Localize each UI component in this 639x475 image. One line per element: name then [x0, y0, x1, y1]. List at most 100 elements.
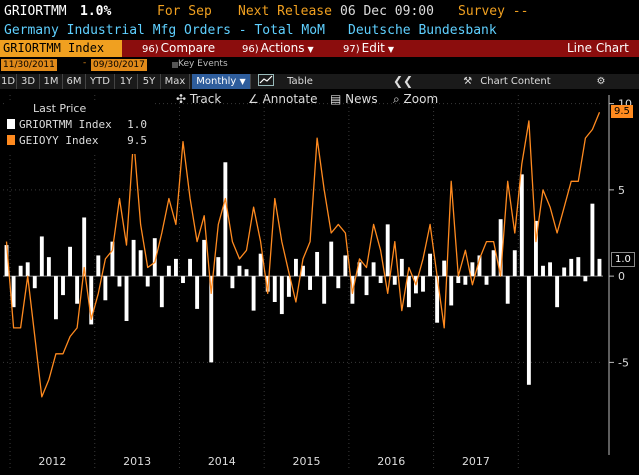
chart-content-button[interactable]: ⚒ Chart Content: [452, 74, 562, 89]
range-toolbar: 1D 3D 1M 6M YTD 1Y 5Y Max Monthly ▼ Tabl…: [0, 74, 639, 89]
y-tick-label: 0: [618, 270, 625, 283]
next-release-label: Next Release: [238, 4, 332, 19]
range-max-button[interactable]: Max: [161, 74, 190, 89]
chart-legend: Last Price GRIORTMM Index 1.0 GEIOYY Ind…: [5, 102, 155, 154]
bar: [124, 276, 129, 321]
legend-item-griortmm[interactable]: GRIORTMM Index 1.0: [7, 118, 153, 131]
collapse-left-icon[interactable]: ❮❮: [392, 74, 414, 88]
chart-content-label: Chart Content: [480, 76, 551, 87]
bar: [463, 276, 468, 285]
table-button[interactable]: Table: [287, 76, 313, 87]
security-description: Germany Industrial Mfg Orders - Total Mo…: [4, 23, 325, 38]
ticker-label[interactable]: GRIORTMM: [4, 4, 67, 19]
legend-series-name: GRIORTMM Index: [19, 118, 112, 131]
last-value: 1.0%: [80, 4, 112, 19]
bar: [4, 245, 9, 277]
chevron-down-icon: ▼: [387, 45, 395, 54]
range-1y-button[interactable]: 1Y: [115, 74, 138, 89]
bar: [498, 219, 503, 277]
bar: [456, 276, 461, 284]
compare-menu[interactable]: 96) Compare: [142, 40, 215, 58]
bar: [364, 276, 369, 296]
date-range-row: 11/30/2011 - 09/30/2017 Key Events: [0, 58, 639, 72]
next-release-time: 06 Dec 09:00: [340, 4, 434, 19]
bar: [399, 258, 404, 277]
bar: [209, 276, 214, 363]
bar-last-value-badge: 1.0: [611, 251, 635, 267]
bar: [548, 262, 552, 277]
track-button[interactable]: ✣ Track: [176, 92, 221, 106]
bar: [576, 257, 581, 277]
line-chart-icon[interactable]: [252, 74, 280, 89]
bar: [505, 276, 510, 304]
range-3d-button[interactable]: 3D: [17, 74, 40, 89]
news-icon: ▤: [330, 92, 346, 106]
range-1d-button[interactable]: 1D: [0, 74, 17, 89]
bar: [597, 258, 602, 277]
y-tick-label: -5: [618, 356, 629, 369]
bar: [188, 258, 192, 277]
track-label: Track: [189, 92, 222, 106]
bar: [286, 276, 291, 297]
for-period: For Sep: [157, 4, 212, 19]
bar: [223, 162, 228, 277]
news-button[interactable]: ▤ News: [330, 92, 378, 106]
bar: [145, 276, 150, 287]
magnifier-icon: ⌕: [393, 92, 404, 106]
bar: [11, 276, 16, 308]
range-6m-button[interactable]: 6M: [63, 74, 86, 89]
bar: [61, 276, 65, 296]
legend-series-name: GEIOYY Index: [19, 134, 99, 147]
range-ytd-button[interactable]: YTD: [86, 74, 115, 89]
range-5y-button[interactable]: 5Y: [138, 74, 161, 89]
zoom-label: Zoom: [403, 92, 439, 106]
zoom-button[interactable]: ⌕ Zoom: [393, 92, 438, 107]
survey-label: Survey --: [458, 4, 529, 19]
bar: [89, 276, 94, 325]
bar: [477, 255, 482, 277]
data-source: Deutsche Bundesbank: [348, 23, 497, 38]
compare-menu-num: 96): [142, 44, 159, 55]
bar: [138, 250, 143, 277]
key-events-checkbox[interactable]: [172, 62, 178, 68]
bar: [272, 276, 277, 302]
range-1m-button[interactable]: 1M: [40, 74, 63, 89]
bar: [174, 258, 178, 277]
security-header: GRIORTMM 1.0% For Sep Next Release 06 De…: [0, 0, 639, 22]
line-last-value-badge: 9.5: [611, 105, 633, 119]
legend-series-value: 9.5: [127, 134, 147, 147]
bar: [279, 276, 284, 315]
bar: [470, 262, 475, 277]
bar: [294, 258, 298, 277]
bar: [39, 236, 44, 277]
x-tick-label: 2017: [462, 455, 490, 468]
chart-type-label[interactable]: Line Chart: [567, 41, 629, 55]
edit-menu[interactable]: 97) Edit ▼: [343, 40, 394, 58]
bar: [159, 276, 164, 308]
gear-icon[interactable]: ⚙: [596, 76, 606, 87]
actions-menu[interactable]: 96) Actions ▼: [242, 40, 314, 58]
frequency-dropdown[interactable]: Monthly ▼: [192, 74, 251, 89]
annotate-button[interactable]: ∠ Annotate: [248, 92, 318, 106]
bar: [75, 276, 80, 304]
legend-item-geioyy[interactable]: GEIOYY Index 9.5: [7, 134, 153, 147]
legend-title: Last Price: [33, 102, 87, 115]
bar: [18, 265, 23, 277]
bar: [230, 276, 235, 289]
bar: [96, 255, 101, 277]
bar: [406, 276, 411, 308]
bar: [371, 262, 376, 277]
y-tick-label: 5: [618, 184, 625, 197]
crosshair-icon: ✣: [176, 92, 190, 106]
start-date-input[interactable]: 11/30/2011: [1, 59, 57, 71]
command-bar: GRIORTMM Index 96) Compare 96) Actions ▼ 97…: [0, 40, 639, 57]
annotate-label: Annotate: [262, 92, 318, 106]
bar: [385, 224, 390, 277]
bar: [202, 239, 207, 277]
bar: [54, 276, 58, 320]
security-field[interactable]: GRIORTMM Index: [0, 40, 122, 57]
bar: [32, 276, 37, 289]
end-date-input[interactable]: 09/30/2017: [91, 59, 147, 71]
bar: [258, 253, 263, 277]
